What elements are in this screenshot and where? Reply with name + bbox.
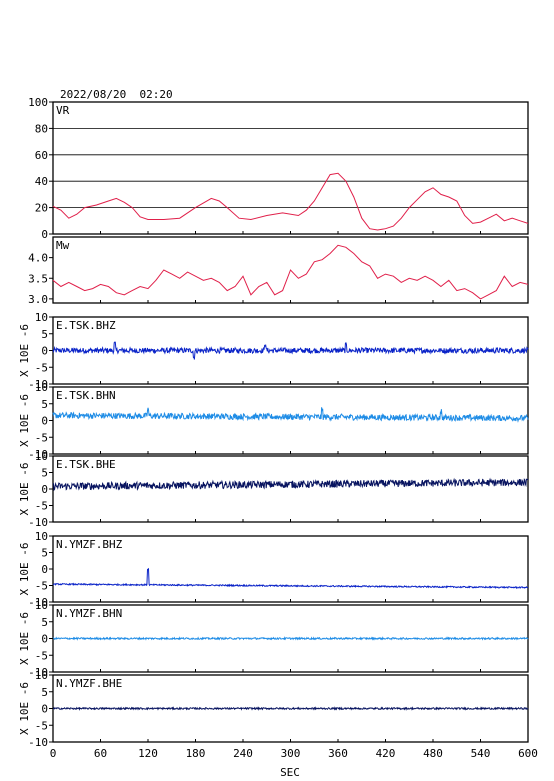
y-tick-label: -10 <box>28 736 48 749</box>
y-tick-label: -10 <box>28 596 48 609</box>
x-tick-label: 600 <box>518 747 538 760</box>
y-tick-label: 0 <box>41 483 48 496</box>
x-tick-label: 0 <box>50 747 57 760</box>
y-tick-label: 60 <box>35 149 48 162</box>
waveform-trace <box>52 407 529 423</box>
y-tick-label: 4.0 <box>28 252 48 265</box>
y-tick-label: 0 <box>41 633 48 646</box>
panel-frame <box>52 386 529 455</box>
panel-frame <box>52 535 529 603</box>
y-tick-label: -5 <box>35 431 48 444</box>
y-tick-label: -5 <box>35 361 48 374</box>
y-axis-label: X 10E -6 <box>18 463 31 516</box>
header-datetime: 2022/08/20 02:20 <box>60 88 173 101</box>
y-axis-label: X 10E -6 <box>18 324 31 377</box>
y-tick-label: -10 <box>28 448 48 461</box>
y-tick-label: 100 <box>28 96 48 109</box>
panel-label: N.YMZF.BHN <box>56 607 122 620</box>
y-tick-label: 10 <box>35 381 48 394</box>
series-line <box>52 172 529 231</box>
panel-label: E.TSK.BHZ <box>56 319 116 332</box>
y-tick-label: 80 <box>35 122 48 135</box>
x-tick-label: 300 <box>281 747 301 760</box>
panel-label: E.TSK.BHE <box>56 458 116 471</box>
y-axis-label: X 10E -6 <box>18 682 31 735</box>
y-tick-label: 0 <box>41 345 48 358</box>
y-axis-label: X 10E -6 <box>18 543 31 596</box>
y-tick-label: 5 <box>41 328 48 341</box>
y-tick-label: 0 <box>41 703 48 716</box>
y-tick-label: -5 <box>35 500 48 513</box>
x-tick-label: 420 <box>376 747 396 760</box>
x-tick-label: 120 <box>138 747 158 760</box>
y-tick-label: -5 <box>35 649 48 662</box>
y-tick-label: -10 <box>28 666 48 679</box>
x-tick-label: 480 <box>423 747 443 760</box>
y-tick-label: 0 <box>41 563 48 576</box>
y-tick-label: 10 <box>35 450 48 463</box>
y-tick-label: 5 <box>41 686 48 699</box>
waveform-trace <box>52 567 529 590</box>
panel-label: E.TSK.BHN <box>56 389 116 402</box>
y-tick-label: 20 <box>35 202 48 215</box>
y-tick-label: 10 <box>35 599 48 612</box>
x-tick-label: 240 <box>233 747 253 760</box>
y-tick-label: 5 <box>41 398 48 411</box>
panel-label: VR <box>56 104 70 117</box>
waveform-trace <box>52 341 529 360</box>
x-tick-label: 60 <box>94 747 107 760</box>
panel-frame <box>52 455 529 523</box>
x-axis-label: SEC <box>280 766 300 779</box>
y-tick-label: -10 <box>28 516 48 529</box>
y-tick-label: -5 <box>35 719 48 732</box>
panel-label: N.YMZF.BHZ <box>56 538 123 551</box>
waveform-trace <box>53 706 529 711</box>
y-tick-label: 0 <box>41 415 48 428</box>
y-tick-label: 10 <box>35 669 48 682</box>
y-axis-label: X 10E -6 <box>18 612 31 665</box>
series-line <box>52 244 529 300</box>
x-tick-label: 360 <box>328 747 348 760</box>
y-tick-label: 3.0 <box>28 293 48 306</box>
y-tick-label: 5 <box>41 467 48 480</box>
y-tick-label: -5 <box>35 580 48 593</box>
y-tick-label: 3.5 <box>28 272 48 285</box>
y-tick-label: 10 <box>35 530 48 543</box>
x-tick-label: 540 <box>471 747 491 760</box>
x-tick-label: 180 <box>186 747 206 760</box>
y-tick-label: -10 <box>28 378 48 391</box>
panel-label: N.YMZF.BHE <box>56 677 122 690</box>
y-tick-label: 5 <box>41 616 48 629</box>
y-tick-label: 40 <box>35 175 48 188</box>
panel-label: Mw <box>56 239 70 252</box>
waveform-trace <box>52 477 529 492</box>
y-axis-label: X 10E -6 <box>18 394 31 447</box>
waveform-trace <box>52 636 529 641</box>
y-tick-label: 10 <box>35 311 48 324</box>
y-tick-label: 0 <box>41 228 48 241</box>
y-tick-label: 5 <box>41 547 48 560</box>
